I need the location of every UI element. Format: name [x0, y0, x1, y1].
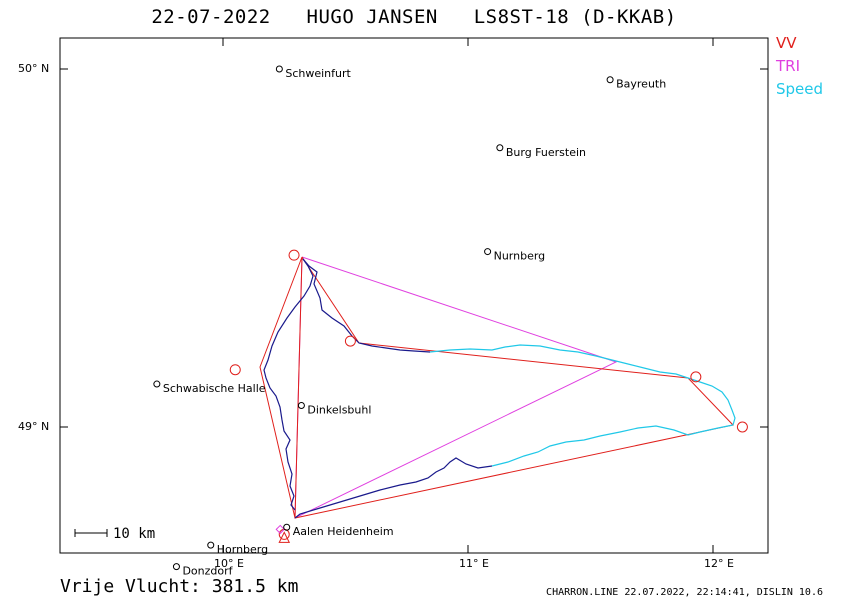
legend-tri: TRI [776, 57, 801, 75]
place-label: Nurnberg [494, 250, 546, 263]
lon-label-12: 12° E [704, 557, 734, 570]
place-marker [207, 541, 215, 549]
place-marker [484, 248, 492, 256]
scale-bar-label: 10 km [113, 526, 155, 542]
pilot-name: HUGO JANSEN [306, 6, 438, 28]
turnpoint-marker [229, 364, 241, 376]
triangle-route [294, 256, 618, 519]
start-triangle [278, 531, 291, 543]
lon-label-11: 11° E [459, 557, 489, 570]
place-marker [172, 563, 180, 571]
place-label: Hornberg [217, 543, 268, 556]
turnpoint-marker [288, 249, 300, 261]
track-fast-return [491, 424, 734, 467]
axis-ticks [60, 38, 768, 553]
legend-vv: VV [776, 34, 797, 52]
place-label: Burg Fuerstein [506, 146, 586, 159]
lon-label-10: 10° E [214, 557, 244, 570]
distance-value: 381.5 km [211, 576, 299, 597]
map-frame [59, 37, 769, 554]
turnpoint-markers [229, 249, 748, 543]
free-flight-line [259, 256, 734, 519]
turnpoint-marker [344, 335, 356, 347]
place-markers: Schweinfurt Bayreuth Burg Fuerstein Nurnber… [153, 65, 666, 578]
place-marker [283, 523, 291, 531]
flight-track [263, 258, 736, 519]
place-marker [275, 65, 283, 73]
place-marker [606, 76, 614, 84]
distance-readout: Vrije Vlucht: 381.5 km [60, 576, 298, 597]
place-marker [496, 144, 504, 152]
triangle-line [294, 256, 618, 519]
glider-id: LS8ST-18 (D-KKAB) [473, 6, 677, 28]
place-marker [297, 402, 305, 410]
track-fast-east [429, 344, 736, 426]
lat-label-49: 49° N [18, 420, 49, 433]
place-label: Bayreuth [616, 78, 666, 91]
place-marker [153, 380, 161, 388]
turnpoint-marker [736, 421, 748, 433]
place-label: Donzdorf [182, 565, 233, 578]
scale-bar: 10 km [74, 526, 155, 542]
track-slow-mid [302, 258, 431, 353]
start-turnpoint [278, 528, 290, 540]
track-slow-return [294, 457, 493, 519]
turnpoint-marker [690, 371, 702, 383]
file-info: CHARRON.LINE 22.07.2022, 22:14:41, DISLI… [546, 587, 823, 598]
place-label: Dinkelsbuhl [307, 404, 371, 417]
place-label: Schweinfurt [285, 67, 351, 80]
legend-speed: Speed [776, 80, 824, 98]
distance-label: Vrije Vlucht: [60, 576, 201, 597]
place-label: Aalen Heidenheim [293, 525, 394, 538]
track-slow-north [263, 258, 314, 511]
free-flight-route [259, 256, 734, 519]
lat-label-50: 50° N [18, 62, 49, 75]
flight-date: 22-07-2022 [151, 6, 271, 28]
axis-labels: 50° N 49° N 10° E 11° E 12° E [18, 62, 734, 570]
place-label: Schwabische Halle [163, 382, 266, 395]
flight-title: 22-07-2022 HUGO JANSEN LS8ST-18 (D-KKAB) [60, 6, 768, 28]
